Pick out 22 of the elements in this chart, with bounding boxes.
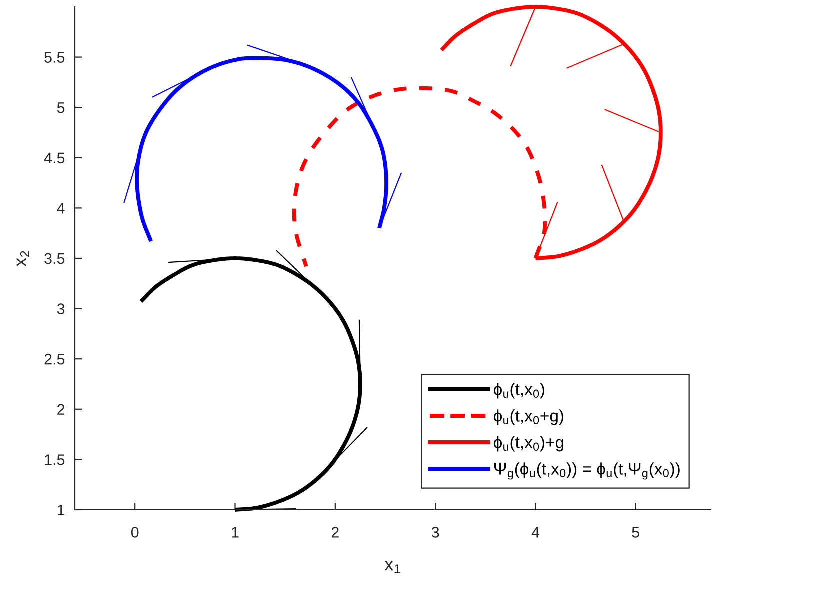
x-tick-label: 0	[131, 527, 139, 538]
y-tick-label: 2.5	[44, 354, 65, 365]
x-tick-label: 5	[632, 527, 640, 538]
x-tick-label: 1	[232, 527, 239, 538]
x-tick-label: 4	[532, 527, 540, 538]
y-tick-label: 4	[57, 203, 65, 214]
y-axis-title: x$_{2}$	[16, 251, 30, 267]
legend-label: ϕ$_{u}$(t,x$_{0}$+g)	[494, 410, 564, 426]
legend-label: ϕ$_{u}$(t,x$_{0}$)+g	[494, 436, 564, 452]
y-tick-label: 4.5	[44, 152, 65, 164]
x-tick-label: 3	[432, 527, 440, 538]
y-tick-label: 1.5	[45, 454, 65, 466]
y-tick-label: 3.5	[44, 253, 65, 264]
y-tick-label: 2	[58, 404, 65, 415]
y-tick-label: 3	[57, 304, 65, 314]
legend-label: ϕ$_{u}$(t,x$_{0}$)	[494, 383, 544, 399]
y-tick-label: 5	[57, 102, 65, 114]
text: Ψ$_{g}$(ϕ$_{u}$(t,x$_{0}$)) = ϕ$_{u}$(t,Ψ$_{g}$(x$_{0}$))	[494, 462, 680, 480]
x-axis-title: x$_{1}$	[384, 561, 400, 574]
y-tick-label: 1	[58, 505, 65, 516]
x-tick-label: 2	[332, 527, 339, 538]
y-tick-label: 5.5	[44, 52, 65, 63]
